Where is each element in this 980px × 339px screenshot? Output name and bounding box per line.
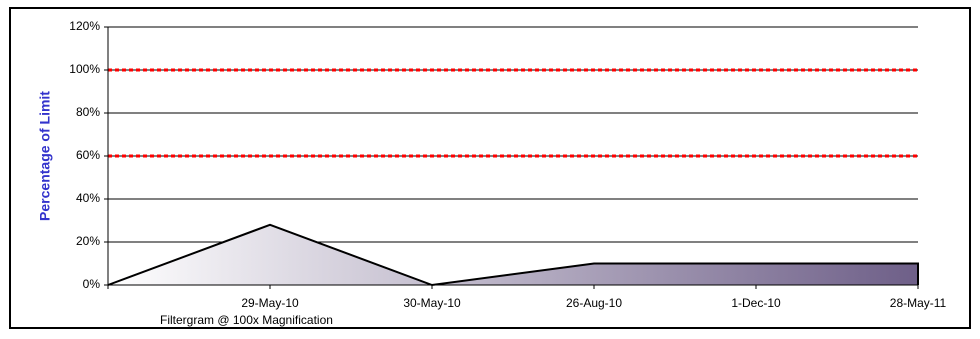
y-axis-label: Percentage of Limit [37, 91, 53, 221]
x-tick-label: 1-Dec-10 [731, 296, 781, 310]
x-tick-label: 30-May-10 [403, 296, 461, 310]
y-tick-label: 20% [76, 234, 100, 248]
y-tick-label: 120% [69, 19, 100, 33]
y-tick-label: 60% [76, 148, 100, 162]
area-line [107, 223, 919, 287]
x-tick-label: 29-May-10 [241, 296, 299, 310]
y-tick-label: 0% [83, 277, 101, 291]
y-tick-label: 100% [69, 62, 100, 76]
footnote: Filtergram @ 100x Magnification [160, 313, 333, 327]
y-tick-label: 40% [76, 191, 100, 205]
y-tick-label: 80% [76, 105, 100, 119]
x-tick-label: 28-May-11 [890, 296, 947, 310]
x-tick-label: 26-Aug-10 [566, 296, 622, 310]
